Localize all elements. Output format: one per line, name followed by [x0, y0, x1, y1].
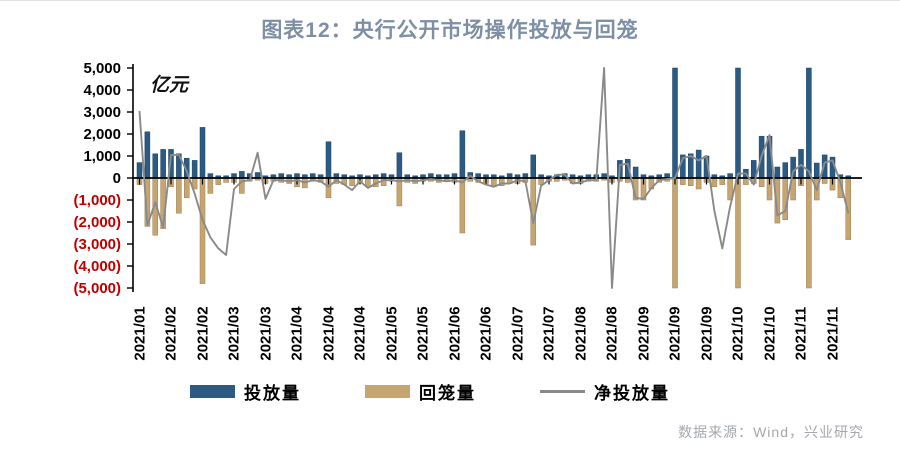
x-axis-tick-label: 2021/07	[509, 306, 526, 361]
injection-swatch	[190, 384, 235, 398]
legend-item-withdrawal: 回笼量	[365, 381, 476, 404]
y-axis-tick-label: (5,000)	[73, 279, 121, 297]
y-axis-tick-label: 1,000	[83, 147, 121, 165]
legend-label-withdrawal: 回笼量	[419, 383, 476, 404]
injection-bar	[199, 127, 206, 179]
x-axis-tick-label: 2021/04	[288, 306, 306, 361]
x-axis-tick-label: 2021/11	[792, 306, 810, 361]
withdrawal-bar	[459, 177, 466, 234]
net-line	[138, 67, 850, 289]
y-axis-unit-label: 亿元	[150, 74, 189, 96]
injection-bar	[735, 67, 741, 179]
injection-bar	[814, 162, 820, 179]
withdrawal-bar	[184, 177, 190, 199]
x-axis-tick-label: 2021/09	[698, 306, 715, 361]
injection-bar	[396, 152, 403, 179]
y-axis-tick-label: (1,000)	[73, 191, 121, 209]
withdrawal-bar	[215, 177, 221, 185]
injection-bar	[191, 160, 198, 179]
legend-label-injection: 投放量	[244, 383, 301, 404]
x-axis-tick-label: 2021/09	[666, 306, 684, 361]
withdrawal-bar	[491, 177, 497, 186]
x-axis-tick-label: 2021/08	[572, 306, 589, 361]
legend-item-injection: 投放量	[190, 381, 301, 404]
withdrawal-bar	[758, 177, 765, 188]
injection-bar	[136, 162, 143, 179]
x-axis-tick-label: 2021/09	[635, 306, 652, 361]
injection-bar	[798, 149, 804, 179]
withdrawal-bar	[672, 177, 678, 289]
injection-bar	[160, 149, 166, 179]
injection-bar	[459, 130, 466, 179]
withdrawal-bar	[735, 177, 741, 289]
net-line-swatch	[540, 389, 585, 393]
y-axis-tick-label: (3,000)	[73, 235, 121, 253]
x-axis-tick-label: 2021/05	[383, 306, 400, 361]
x-axis-tick-label: 2021/02	[194, 306, 211, 361]
x-axis-tick-label: 2021/04	[320, 306, 337, 361]
injection-bar	[152, 153, 158, 179]
legend-item-net: 净投放量	[540, 381, 670, 404]
y-axis-tick-label: 4,000	[83, 81, 121, 99]
x-axis-tick-label: 2021/07	[540, 306, 558, 361]
injection-bar	[144, 131, 151, 179]
injection-bar	[774, 166, 781, 179]
withdrawal-bar	[806, 177, 812, 289]
injection-bar	[632, 166, 639, 179]
data-source-text: 数据来源：Wind，兴业研究	[678, 424, 864, 440]
x-axis-tick-label: 2021/10	[729, 306, 747, 361]
y-axis-tick-label: 2,000	[83, 125, 121, 143]
withdrawal-bar	[176, 177, 182, 214]
withdrawal-bar	[743, 177, 749, 185]
withdrawal-bar	[719, 177, 725, 185]
x-axis-tick-label: 2021/11	[824, 306, 841, 361]
y-axis-tick-label: 0	[112, 169, 121, 187]
withdrawal-bar	[349, 177, 355, 186]
injection-bar	[239, 171, 245, 179]
y-axis-tick-label: (2,000)	[73, 213, 121, 231]
y-axis-tick-label: 5,000	[83, 59, 121, 77]
top-divider	[0, 0, 900, 1]
x-axis-tick-label: 2021/03	[225, 306, 243, 361]
x-axis-tick-label: 2021/04	[351, 306, 369, 361]
x-axis-tick-label: 2021/08	[603, 306, 621, 361]
x-axis-tick-label: 2021/06	[446, 306, 463, 361]
withdrawal-bar	[207, 177, 214, 194]
injection-bar	[672, 67, 678, 179]
x-axis-tick-label: 2021/03	[257, 306, 274, 361]
injection-bar	[695, 149, 702, 179]
withdrawal-bar	[695, 177, 702, 190]
injection-bar	[530, 154, 536, 179]
y-axis-tick-label: 3,000	[83, 103, 121, 121]
legend-label-net: 净投放量	[594, 383, 670, 404]
x-axis-tick-label: 2021/05	[414, 306, 432, 361]
y-axis-tick-label: (4,000)	[73, 257, 121, 275]
injection-bar	[806, 67, 812, 179]
withdrawal-bar	[199, 177, 206, 284]
withdrawal-bar	[680, 177, 686, 185]
x-axis-tick-label: 2021/06	[477, 306, 495, 361]
chart-title: 图表12：央行公开市场操作投放与回笼	[261, 19, 639, 42]
x-axis-tick-label: 2021/01	[131, 306, 148, 361]
injection-bar	[782, 162, 788, 179]
withdrawal-bar	[711, 177, 718, 188]
withdrawal-swatch	[365, 384, 410, 398]
injection-bar	[325, 141, 332, 179]
withdrawal-bar	[688, 177, 694, 186]
x-axis-tick-label: 2021/02	[162, 306, 180, 361]
x-axis-tick-label: 2021/10	[761, 306, 778, 361]
